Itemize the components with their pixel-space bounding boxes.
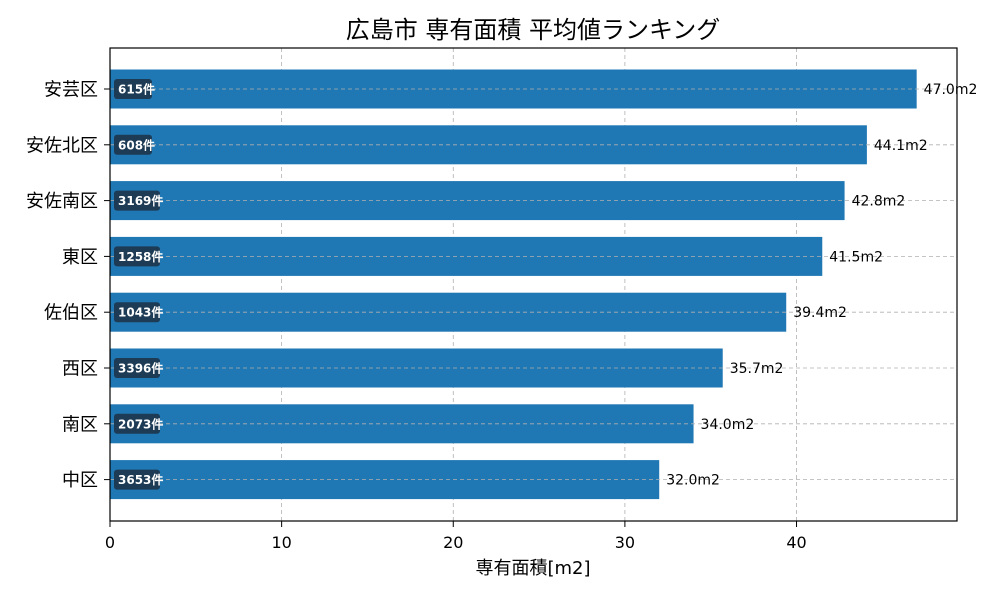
x-tick-label: 20 [443, 533, 463, 552]
category-label: 西区 [62, 359, 98, 380]
value-label: 34.0m2 [701, 417, 755, 433]
bar [110, 236, 823, 276]
count-badge [114, 469, 160, 490]
count-badge [114, 302, 160, 323]
category-label: 安芸区 [44, 80, 98, 101]
count-badge [114, 413, 160, 434]
value-label: 39.4m2 [793, 305, 847, 321]
chart-title: 広島市 専有面積 平均値ランキング [346, 16, 721, 44]
count-label: 3653件 [118, 472, 163, 487]
count-badge [114, 79, 152, 99]
count-label: 3396件 [118, 361, 163, 376]
category-label: 佐伯区 [44, 303, 98, 324]
count-label: 1258件 [118, 249, 163, 264]
category-label: 南区 [62, 414, 98, 435]
value-label: 41.5m2 [829, 249, 883, 265]
bar [110, 348, 723, 388]
count-label: 2073件 [118, 416, 163, 431]
count-badge [114, 134, 152, 155]
x-tick-label: 40 [786, 533, 806, 552]
category-label: 東区 [62, 247, 98, 268]
category-label: 安佐北区 [26, 135, 98, 156]
category-label: 安佐南区 [26, 191, 98, 212]
count-label: 1043件 [118, 305, 163, 320]
x-tick-label: 0 [105, 533, 115, 552]
value-label: 47.0m2 [924, 82, 978, 98]
value-label: 42.8m2 [852, 194, 906, 210]
category-label: 中区 [62, 470, 98, 491]
x-tick-label: 10 [271, 533, 291, 552]
count-label: 608件 [118, 137, 155, 152]
value-label: 44.1m2 [874, 138, 928, 154]
value-label: 32.0m2 [666, 473, 720, 489]
x-tick-label: 30 [615, 533, 635, 552]
count-label: 615件 [118, 82, 155, 97]
bars-group: 615件 47.0m2 608件 44.1m2 3169件 42.8m2 1258件 41.5… [110, 69, 978, 500]
count-badge [114, 358, 160, 378]
plot-frame [109, 47, 958, 522]
count-label: 3169件 [118, 193, 163, 208]
x-axis-ticks: 0 10 20 30 40 [105, 521, 807, 552]
x-axis-label: 専有面積[m2] [475, 558, 590, 579]
value-label: 35.7m2 [730, 361, 784, 377]
count-badge [114, 246, 160, 267]
count-badge [114, 190, 160, 211]
grid-lines [109, 48, 797, 521]
